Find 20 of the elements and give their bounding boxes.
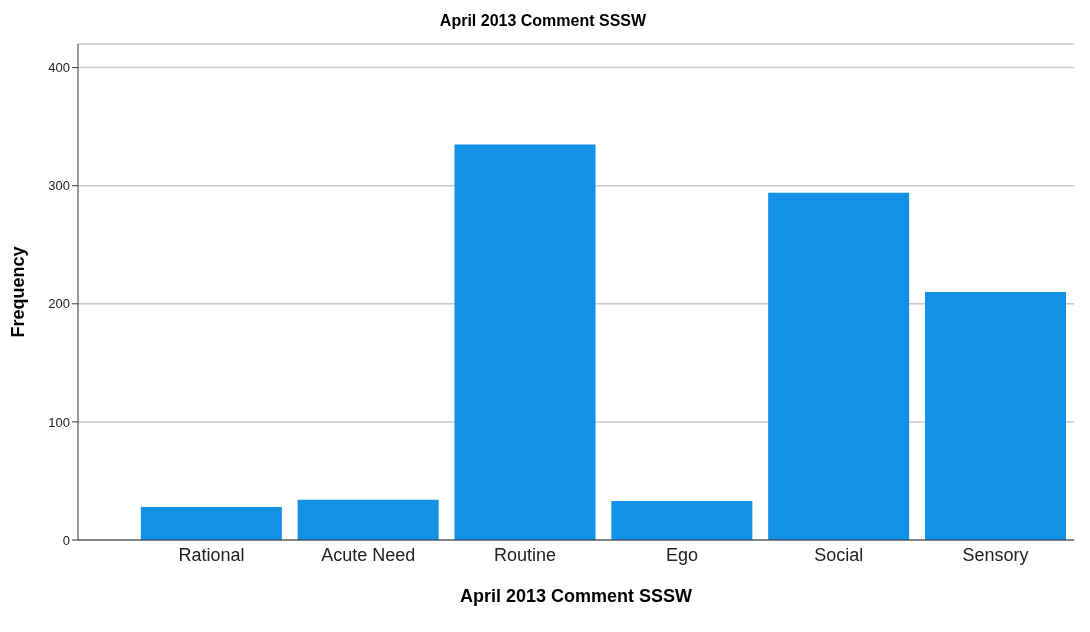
y-tick-label: 300 bbox=[48, 178, 70, 194]
x-tick-label: Social bbox=[814, 544, 864, 565]
chart-title: April 2013 Comment SSSW bbox=[438, 11, 648, 31]
x-tick-label: Sensory bbox=[962, 544, 1029, 565]
y-tick-label: 100 bbox=[48, 414, 70, 430]
x-axis-title: April 2013 Comment SSSW bbox=[459, 586, 693, 606]
bar bbox=[768, 192, 910, 540]
x-tick-label: Rational bbox=[178, 544, 245, 565]
y-axis-title: Frequency bbox=[8, 246, 29, 338]
x-tick-label: Acute Need bbox=[321, 544, 416, 565]
bar bbox=[297, 499, 439, 540]
y-tick-label: 200 bbox=[48, 296, 70, 312]
y-tick-label: 400 bbox=[48, 60, 70, 76]
x-tick-label: Ego bbox=[665, 544, 698, 565]
bar bbox=[611, 501, 753, 540]
bar bbox=[140, 506, 282, 540]
y-tick-label: 0 bbox=[62, 532, 70, 548]
bar bbox=[925, 292, 1067, 540]
x-tick-label: Routine bbox=[494, 544, 557, 565]
bar bbox=[454, 144, 596, 540]
